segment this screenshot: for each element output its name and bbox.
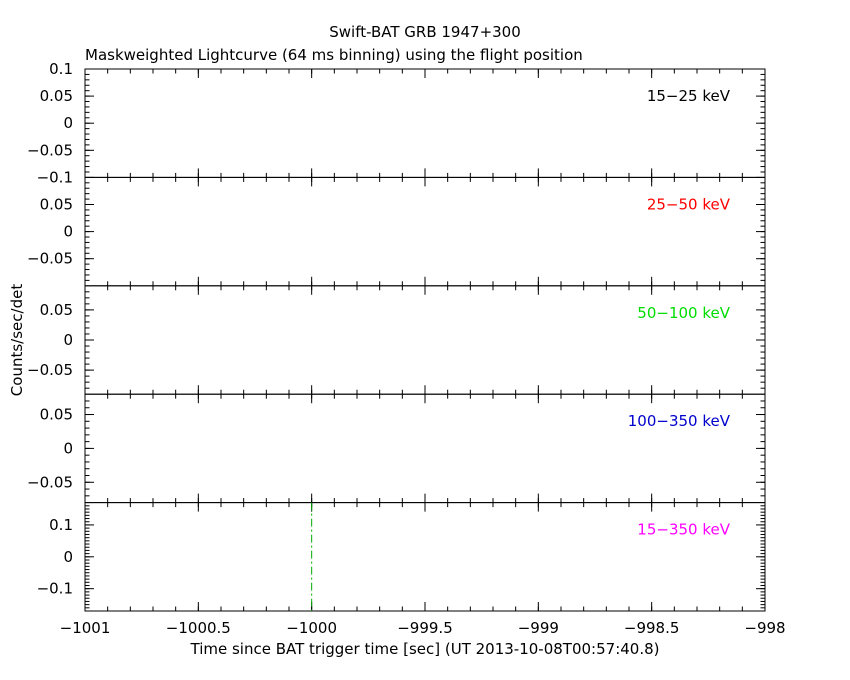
x-axis: −1001 −1000.5 −1000 −999.5 −999 −998.5 −998 [60,619,786,637]
x-tick-label: −1000.5 [166,619,231,637]
panel-frame [84,502,766,612]
x-tick-label: −1000 [286,619,337,637]
y-axis-label: Counts/sec/det [8,284,26,397]
x-tick-label: −998 [744,619,785,637]
chart-title: Swift-BAT GRB 1947+300 [329,23,521,41]
y-tick-label: −0.05 [27,473,73,491]
band-label: 50−100 keV [637,304,730,322]
y-tick-label: 0.1 [49,60,73,78]
y-tick-label: 0 [63,548,73,566]
y-tick-label: −0.1 [37,168,73,186]
y-tick-label: −0.05 [27,141,73,159]
x-axis-label: Time since BAT trigger time [sec] (UT 20… [190,640,660,658]
panel-1: −0.1 −0.05 0 0.05 0.1 15−25 keV [27,60,766,186]
x-tick-label: −999 [518,619,559,637]
y-tick-label: 0 [63,223,73,241]
panel-frame [84,393,766,504]
panel-frame [84,68,766,178]
y-tick-label: 0 [63,331,73,349]
panel-4: −0.05 0 0.05 100−350 keV [27,393,766,504]
chart-subtitle: Maskweighted Lightcurve (64 ms binning) … [85,46,583,64]
band-label: 100−350 keV [628,412,731,430]
band-label: 15−25 keV [647,87,731,105]
panel-2: −0.05 0 0.05 25−50 keV [27,176,766,287]
y-tick-label: 0.05 [40,406,73,424]
panels-group: −0.1 −0.05 0 0.05 0.1 15−25 keV −0.05 0 0.05 25−5… [27,60,766,612]
panel-5: −0.1 0 0.1 15−350 keV [37,502,766,612]
y-tick-label: 0 [63,439,73,457]
band-label: 25−50 keV [647,195,731,213]
y-tick-label: −0.05 [27,361,73,379]
y-tick-label: 0.05 [40,87,73,105]
y-tick-label: 0.05 [40,301,73,319]
panel-frame [84,285,766,395]
panel-frame [84,176,766,287]
y-tick-label: −0.05 [27,250,73,268]
y-tick-label: −0.1 [37,580,73,598]
y-tick-label: 0.05 [40,196,73,214]
y-tick-label: 0 [63,114,73,132]
x-tick-label: −999.5 [397,619,453,637]
x-tick-label: −998.5 [624,619,680,637]
panel-3: −0.05 0 0.05 50−100 keV [27,285,766,395]
x-tick-label: −1001 [60,619,111,637]
band-label: 15−350 keV [637,521,730,539]
y-tick-label: 0.1 [49,516,73,534]
